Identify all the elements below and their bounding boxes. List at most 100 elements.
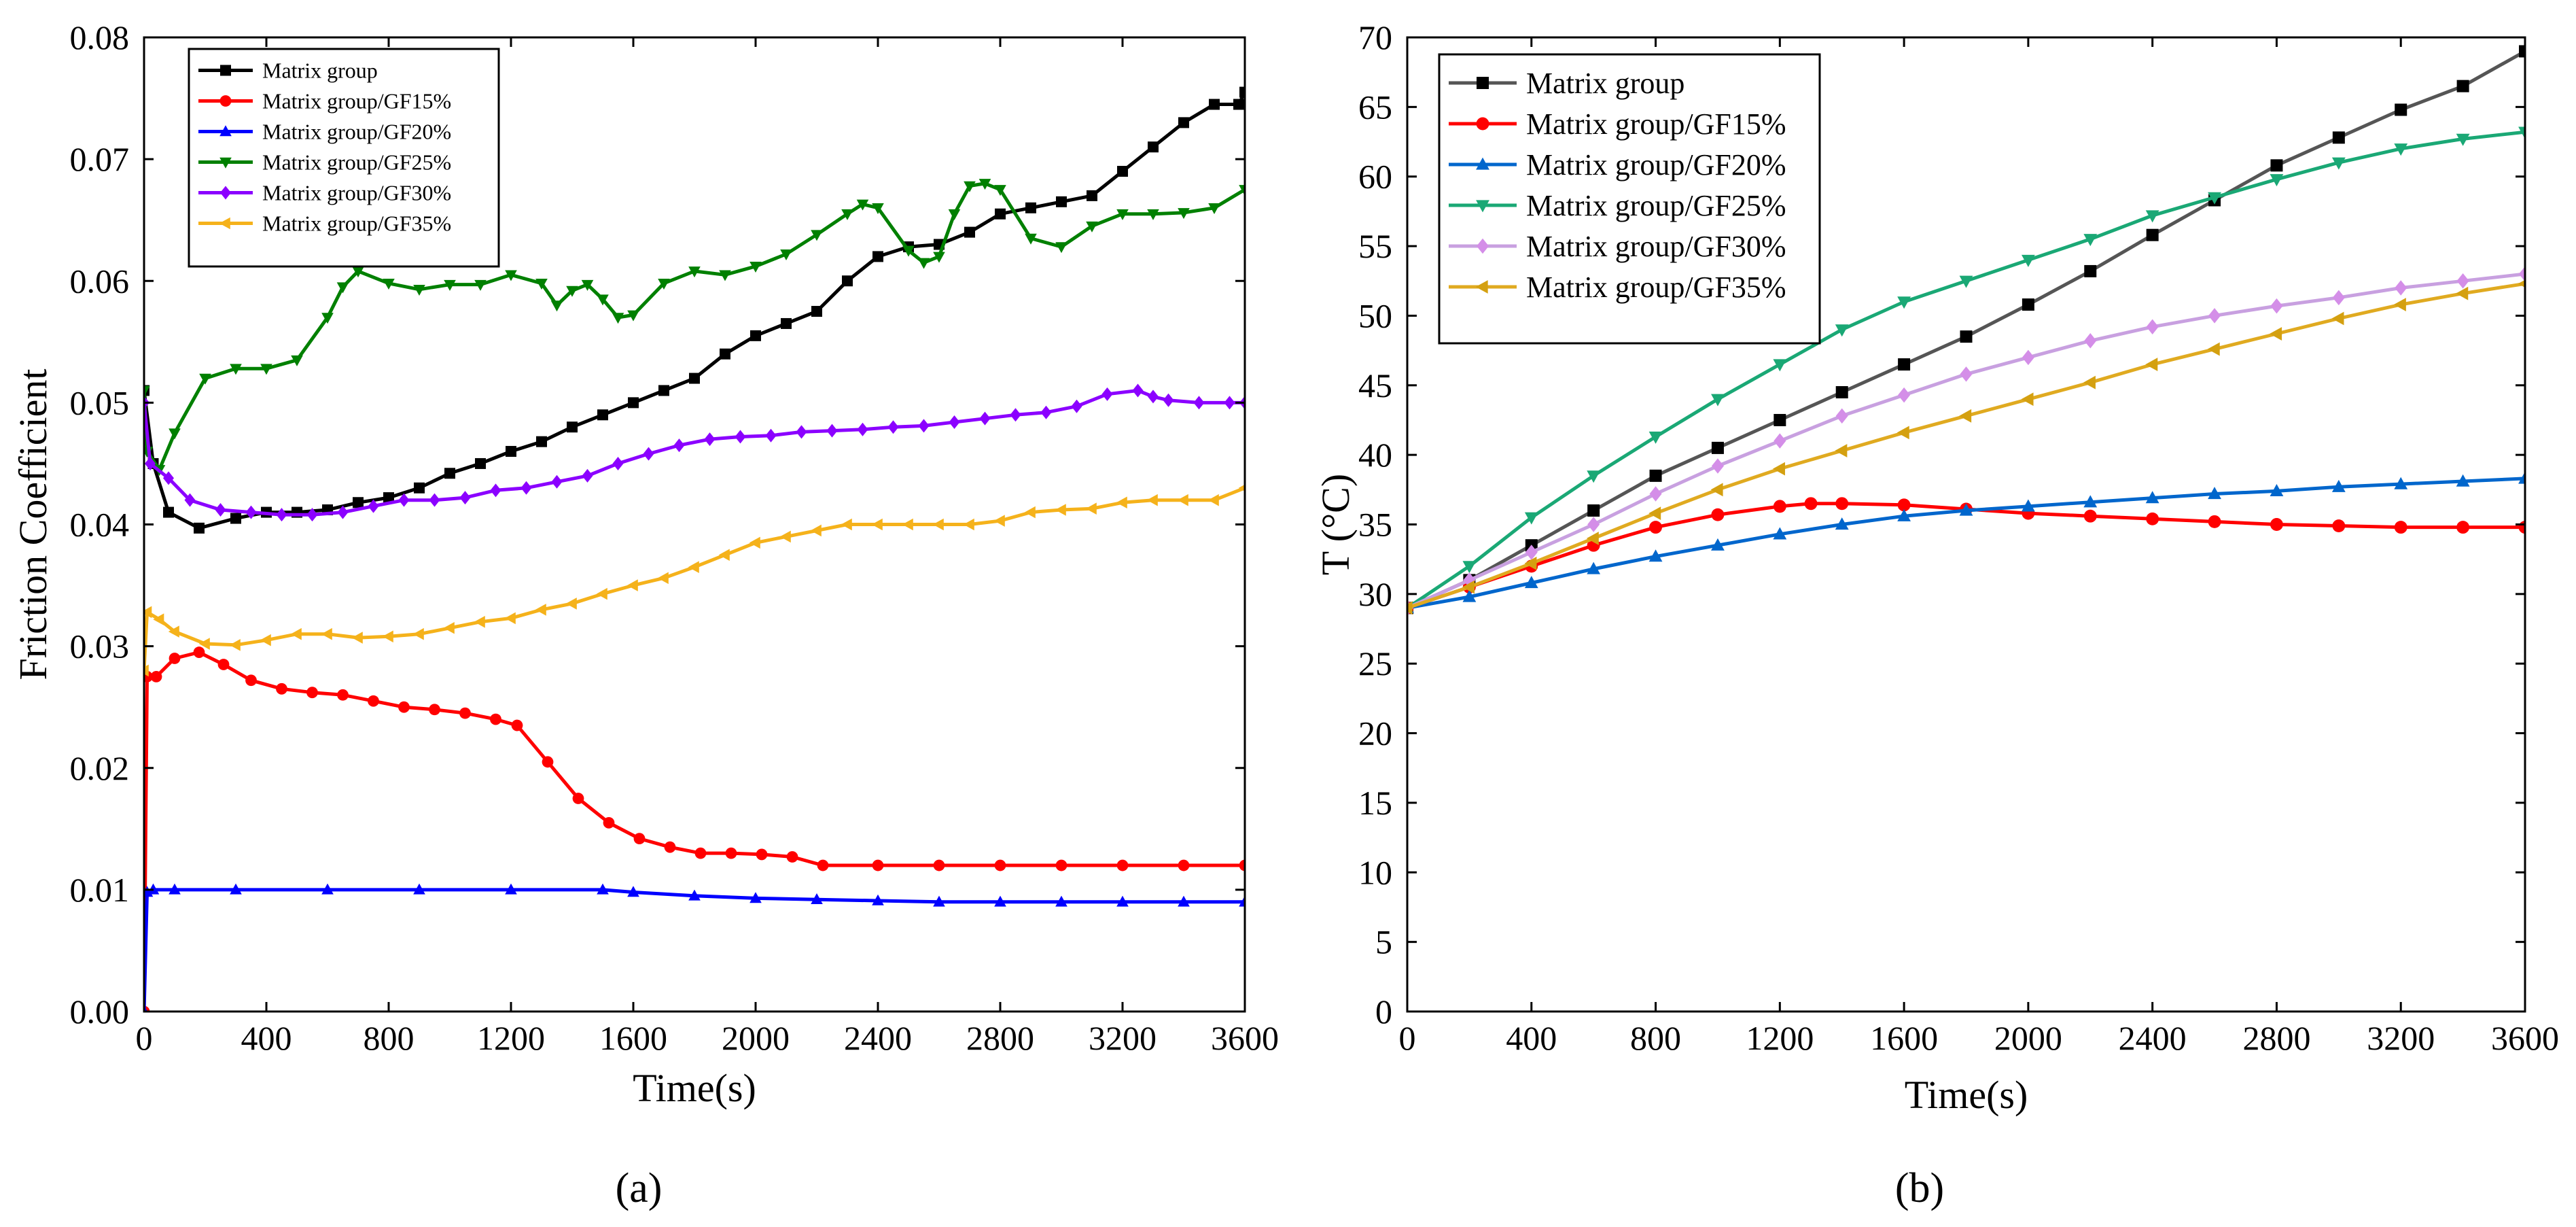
data-point xyxy=(597,294,609,306)
series-4 xyxy=(1407,126,2525,615)
data-point xyxy=(2518,279,2525,288)
data-point xyxy=(2146,512,2159,525)
data-point xyxy=(145,456,156,470)
data-point xyxy=(995,208,1006,220)
data-point xyxy=(144,664,149,677)
data-point xyxy=(2084,333,2097,349)
data-point xyxy=(826,424,838,438)
data-point xyxy=(198,638,210,650)
data-point xyxy=(306,508,318,522)
data-point xyxy=(1238,484,1245,491)
data-point xyxy=(276,508,287,522)
data-point xyxy=(1178,208,1190,220)
legend-label: Matrix group xyxy=(1526,67,1684,100)
x-tick-label: 400 xyxy=(241,1019,292,1057)
data-point xyxy=(1462,580,1475,594)
data-point xyxy=(688,561,699,573)
legend-item: Matrix group/GF20% xyxy=(1449,148,1786,182)
x-tick-label: 3200 xyxy=(2367,1019,2435,1057)
data-point xyxy=(194,522,205,534)
data-point xyxy=(1233,99,1244,110)
data-point xyxy=(565,598,577,610)
data-point xyxy=(1010,408,1021,422)
legend-label: Matrix group/GF20% xyxy=(1526,148,1786,182)
data-point xyxy=(1116,895,1129,907)
x-tick-label: 1600 xyxy=(599,1019,667,1057)
data-point xyxy=(750,330,761,341)
data-point xyxy=(1711,441,1724,454)
data-point xyxy=(542,756,554,768)
data-point xyxy=(351,632,363,644)
panel-b-chart: 0 400 800 1200 1600 2000 2400 2800 3200 3600 0 5 10 1… xyxy=(1313,18,2559,1117)
data-point xyxy=(2331,479,2346,492)
data-point xyxy=(694,847,707,859)
legend-item: Matrix group/GF15% xyxy=(1449,107,1786,141)
legend-label: Matrix group/GF15% xyxy=(262,89,451,114)
data-point xyxy=(811,306,822,317)
legend-box xyxy=(1438,53,1821,345)
legend-marker xyxy=(1476,157,1489,170)
data-point xyxy=(1055,242,1068,254)
data-point xyxy=(857,422,868,436)
data-point xyxy=(474,616,485,628)
x-tick-label: 1600 xyxy=(1870,1019,1938,1057)
y-tick-label: 20 xyxy=(1358,714,1392,753)
data-point xyxy=(1835,517,1849,530)
data-point xyxy=(627,310,639,322)
data-point xyxy=(2456,521,2470,534)
data-point xyxy=(1774,413,1786,426)
data-point xyxy=(352,266,364,278)
data-point xyxy=(1586,532,1599,545)
y-tick-label: 30 xyxy=(1358,575,1392,613)
x-axis-title: Time(s) xyxy=(633,1066,756,1110)
x-tick-label: 800 xyxy=(1630,1019,1681,1057)
data-point xyxy=(1117,166,1128,177)
data-point xyxy=(1897,508,1911,521)
data-point xyxy=(1774,433,1786,449)
data-point xyxy=(1146,494,1158,506)
data-point xyxy=(474,279,487,291)
data-point xyxy=(2207,342,2220,356)
legend-label: Matrix group/GF30% xyxy=(1526,230,1786,263)
data-point xyxy=(443,621,455,634)
data-point xyxy=(1524,512,1538,525)
data-point xyxy=(1193,396,1205,410)
data-point xyxy=(933,895,945,907)
y-tick-label: 0.02 xyxy=(70,749,130,787)
data-point xyxy=(810,524,822,537)
data-point xyxy=(1649,486,1662,502)
data-point xyxy=(550,300,563,312)
data-point xyxy=(2270,174,2284,187)
series-line xyxy=(144,888,1245,1012)
data-point xyxy=(429,704,440,716)
data-point xyxy=(1024,506,1036,519)
series-6 xyxy=(1407,279,2525,615)
data-point xyxy=(872,203,884,214)
legend-item: Matrix group/GF25% xyxy=(198,150,451,175)
x-tick-label: 2800 xyxy=(966,1019,1034,1057)
data-point xyxy=(2021,254,2035,267)
x-tick-label: 0 xyxy=(136,1019,153,1057)
data-point xyxy=(506,446,516,457)
data-point xyxy=(1040,405,1052,419)
data-point xyxy=(168,625,179,638)
data-point xyxy=(2518,471,2525,484)
data-point xyxy=(505,270,517,281)
data-point xyxy=(535,279,548,290)
legend-item: Matrix group xyxy=(1449,67,1684,100)
data-point xyxy=(719,270,731,281)
data-point xyxy=(1524,556,1537,570)
legend-item: Matrix group/GF15% xyxy=(198,89,451,114)
data-point xyxy=(2332,290,2345,306)
legend-marker xyxy=(219,125,232,137)
legend-label: Matrix group/GF25% xyxy=(1526,189,1786,222)
legend-marker xyxy=(220,186,231,200)
data-point xyxy=(688,889,701,901)
data-point xyxy=(964,181,976,192)
series-line xyxy=(144,389,1245,517)
data-point xyxy=(2146,228,2159,241)
data-point xyxy=(1148,141,1159,153)
x-axis-title: Time(s) xyxy=(1905,1073,2028,1117)
data-point xyxy=(1462,589,1477,602)
